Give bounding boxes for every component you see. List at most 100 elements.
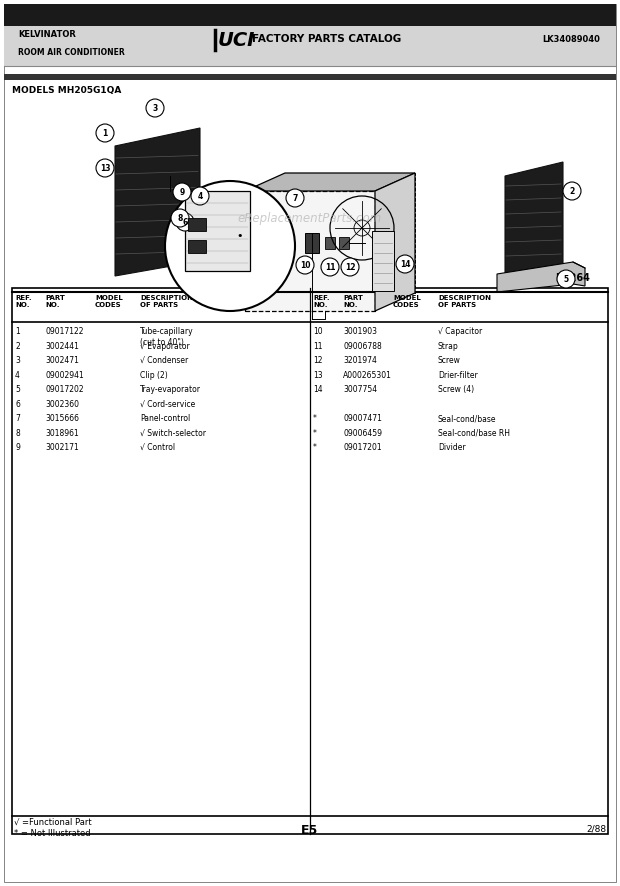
Bar: [372, 231, 394, 291]
Text: 9: 9: [15, 443, 20, 452]
Text: Screw (4): Screw (4): [438, 385, 474, 394]
Text: 3201974: 3201974: [343, 356, 377, 365]
Text: REF.
NO.: REF. NO.: [15, 295, 32, 308]
Text: Strap: Strap: [438, 341, 459, 351]
Polygon shape: [285, 173, 415, 293]
Text: 14: 14: [400, 260, 410, 268]
Text: 09007471: 09007471: [343, 414, 382, 423]
Text: 3: 3: [153, 104, 157, 113]
Text: ROOM AIR CONDITIONER: ROOM AIR CONDITIONER: [18, 48, 125, 57]
Text: 3015666: 3015666: [45, 414, 79, 423]
Text: A000265301: A000265301: [343, 370, 392, 379]
Text: *: *: [313, 429, 317, 438]
Text: 9: 9: [179, 188, 185, 197]
Circle shape: [296, 256, 314, 274]
Bar: [339, 237, 349, 249]
Text: Tube-capillary
(cut to 40"): Tube-capillary (cut to 40"): [140, 327, 193, 346]
Circle shape: [191, 187, 209, 205]
Text: E5: E5: [301, 824, 319, 837]
Text: 7: 7: [15, 414, 20, 423]
Circle shape: [146, 99, 164, 117]
Circle shape: [171, 209, 189, 227]
Text: 4: 4: [15, 370, 20, 379]
Text: 3002360: 3002360: [45, 400, 79, 408]
Text: 10: 10: [299, 260, 310, 269]
Text: 12: 12: [313, 356, 322, 365]
Text: 5: 5: [564, 275, 569, 284]
Polygon shape: [115, 128, 200, 276]
Text: 8: 8: [177, 214, 183, 222]
Text: 3002441: 3002441: [45, 341, 79, 351]
Text: 2: 2: [15, 341, 20, 351]
Bar: [305, 233, 319, 253]
Polygon shape: [505, 162, 563, 274]
Text: PART
NO.: PART NO.: [45, 295, 65, 308]
Text: Clip (2): Clip (2): [140, 370, 168, 379]
Text: 3002171: 3002171: [45, 443, 79, 452]
Text: 7: 7: [292, 193, 298, 203]
Text: 1: 1: [15, 327, 20, 336]
Text: LK34089040: LK34089040: [542, 35, 600, 43]
Text: * = Not Illustrated: * = Not Illustrated: [14, 829, 91, 838]
Circle shape: [396, 255, 414, 273]
Circle shape: [341, 258, 359, 276]
Text: 3007754: 3007754: [343, 385, 377, 394]
Text: 3002471: 3002471: [45, 356, 79, 365]
Text: ED264: ED264: [555, 273, 590, 283]
Text: Divider: Divider: [438, 443, 466, 452]
Text: 1: 1: [102, 128, 108, 137]
Text: 4: 4: [197, 191, 203, 200]
Text: 2: 2: [569, 186, 575, 196]
Text: √ =Functional Part: √ =Functional Part: [14, 818, 92, 827]
Text: 09017202: 09017202: [45, 385, 84, 394]
Circle shape: [176, 213, 194, 231]
Text: 09006788: 09006788: [343, 341, 382, 351]
Bar: [4, 26, 616, 66]
Text: √ Control: √ Control: [140, 443, 175, 452]
Text: √ Condenser: √ Condenser: [140, 356, 188, 365]
Bar: [188, 218, 206, 231]
Text: *: *: [313, 443, 317, 452]
Text: √ Switch-selector: √ Switch-selector: [140, 429, 206, 438]
Bar: [325, 237, 335, 249]
Text: *: *: [313, 414, 317, 423]
Text: 11: 11: [325, 262, 335, 271]
Bar: [4, 74, 616, 80]
Text: 8: 8: [15, 429, 20, 438]
Circle shape: [173, 183, 191, 201]
Text: 12: 12: [345, 262, 355, 271]
Text: DESCRIPTION
OF PARTS: DESCRIPTION OF PARTS: [140, 295, 193, 308]
Text: 2/88: 2/88: [586, 824, 606, 833]
Text: 11: 11: [313, 341, 322, 351]
Text: Seal-cond/base RH: Seal-cond/base RH: [438, 429, 510, 438]
Text: 6: 6: [15, 400, 20, 408]
Polygon shape: [245, 173, 415, 191]
Polygon shape: [375, 173, 415, 311]
Circle shape: [96, 124, 114, 142]
Text: Tray-evaporator: Tray-evaporator: [140, 385, 201, 394]
Text: DESCRIPTION
OF PARTS: DESCRIPTION OF PARTS: [438, 295, 491, 308]
Text: eReplacementParts.com: eReplacementParts.com: [238, 212, 382, 224]
Circle shape: [286, 189, 304, 207]
Text: 13: 13: [313, 370, 322, 379]
Text: REF.
NO.: REF. NO.: [313, 295, 330, 308]
Bar: [4, 4, 616, 26]
Text: 14: 14: [313, 385, 322, 394]
Text: 5: 5: [15, 385, 20, 394]
Text: 09017122: 09017122: [45, 327, 84, 336]
Text: Screw: Screw: [438, 356, 461, 365]
Text: 09017201: 09017201: [343, 443, 382, 452]
Text: PART
NO.: PART NO.: [343, 295, 363, 308]
Text: •: •: [237, 231, 243, 241]
Text: 10: 10: [313, 327, 322, 336]
Circle shape: [96, 159, 114, 177]
Text: UCI: UCI: [218, 30, 255, 50]
Text: 3: 3: [15, 356, 20, 365]
Text: KELVINATOR: KELVINATOR: [18, 29, 76, 38]
Circle shape: [165, 181, 295, 311]
Bar: [185, 191, 250, 271]
Text: 6: 6: [182, 217, 188, 227]
Text: MODELS MH205G1QA: MODELS MH205G1QA: [12, 86, 122, 95]
Circle shape: [563, 182, 581, 200]
Text: √ Cord-service: √ Cord-service: [140, 400, 195, 408]
